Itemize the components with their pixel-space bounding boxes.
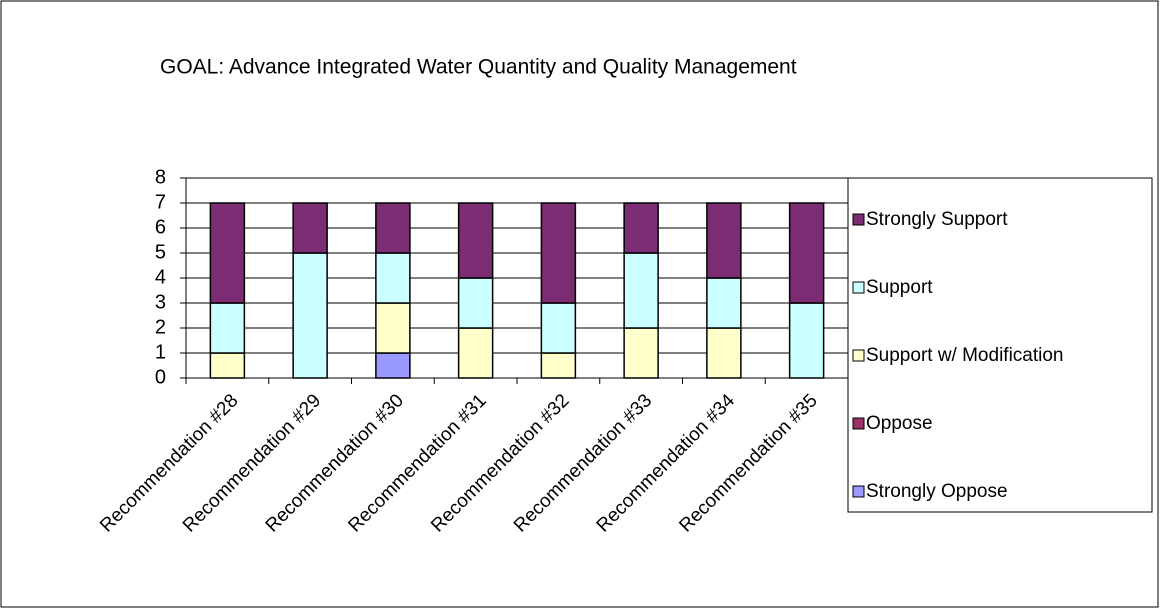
legend-swatch [852, 485, 865, 498]
bar-segment [540, 352, 577, 379]
bar-segment [375, 202, 411, 254]
bar-segment [623, 327, 659, 379]
legend-swatch [852, 281, 865, 294]
bar-segment [209, 352, 246, 379]
y-tick-label: 2 [155, 316, 166, 338]
y-tick-label: 5 [155, 241, 166, 263]
bar-segment [788, 302, 825, 379]
bar-segment [375, 302, 411, 354]
y-tick-label: 6 [155, 216, 166, 238]
bar-segment [706, 277, 742, 329]
chart-title: GOAL: Advance Integrated Water Quantity … [160, 56, 797, 79]
y-tick-label: 0 [155, 366, 166, 388]
y-tick-label: 7 [155, 191, 166, 213]
legend-box [847, 177, 1153, 513]
bar-segment [457, 202, 494, 279]
bar-segment [706, 202, 742, 279]
bar-segment [292, 252, 328, 379]
bar-segment [706, 327, 742, 379]
legend-swatch [852, 213, 865, 226]
bar-segment [375, 352, 411, 379]
legend-swatch [852, 349, 865, 362]
bar-segment [540, 202, 577, 304]
bar-segment [457, 327, 494, 379]
bar-segment [540, 302, 577, 354]
legend-label: Strongly Oppose [866, 481, 1008, 502]
legend-label: Oppose [866, 413, 933, 434]
bar-segment [788, 202, 825, 304]
bar-segment [209, 302, 246, 354]
y-tick-label: 3 [155, 291, 166, 313]
bar-segment [375, 252, 411, 304]
bar-segment [457, 277, 494, 329]
legend-label: Strongly Support [866, 209, 1008, 230]
bar-segment [209, 202, 246, 304]
y-tick-label: 4 [155, 266, 166, 288]
legend-swatch [852, 417, 865, 430]
y-tick-label: 1 [155, 341, 166, 363]
bar-segment [623, 202, 659, 254]
legend-label: Support w/ Modification [866, 345, 1064, 366]
legend-label: Support [866, 277, 933, 298]
bar-segment [623, 252, 659, 329]
bar-segment [292, 202, 328, 254]
y-tick-label: 8 [155, 166, 166, 188]
